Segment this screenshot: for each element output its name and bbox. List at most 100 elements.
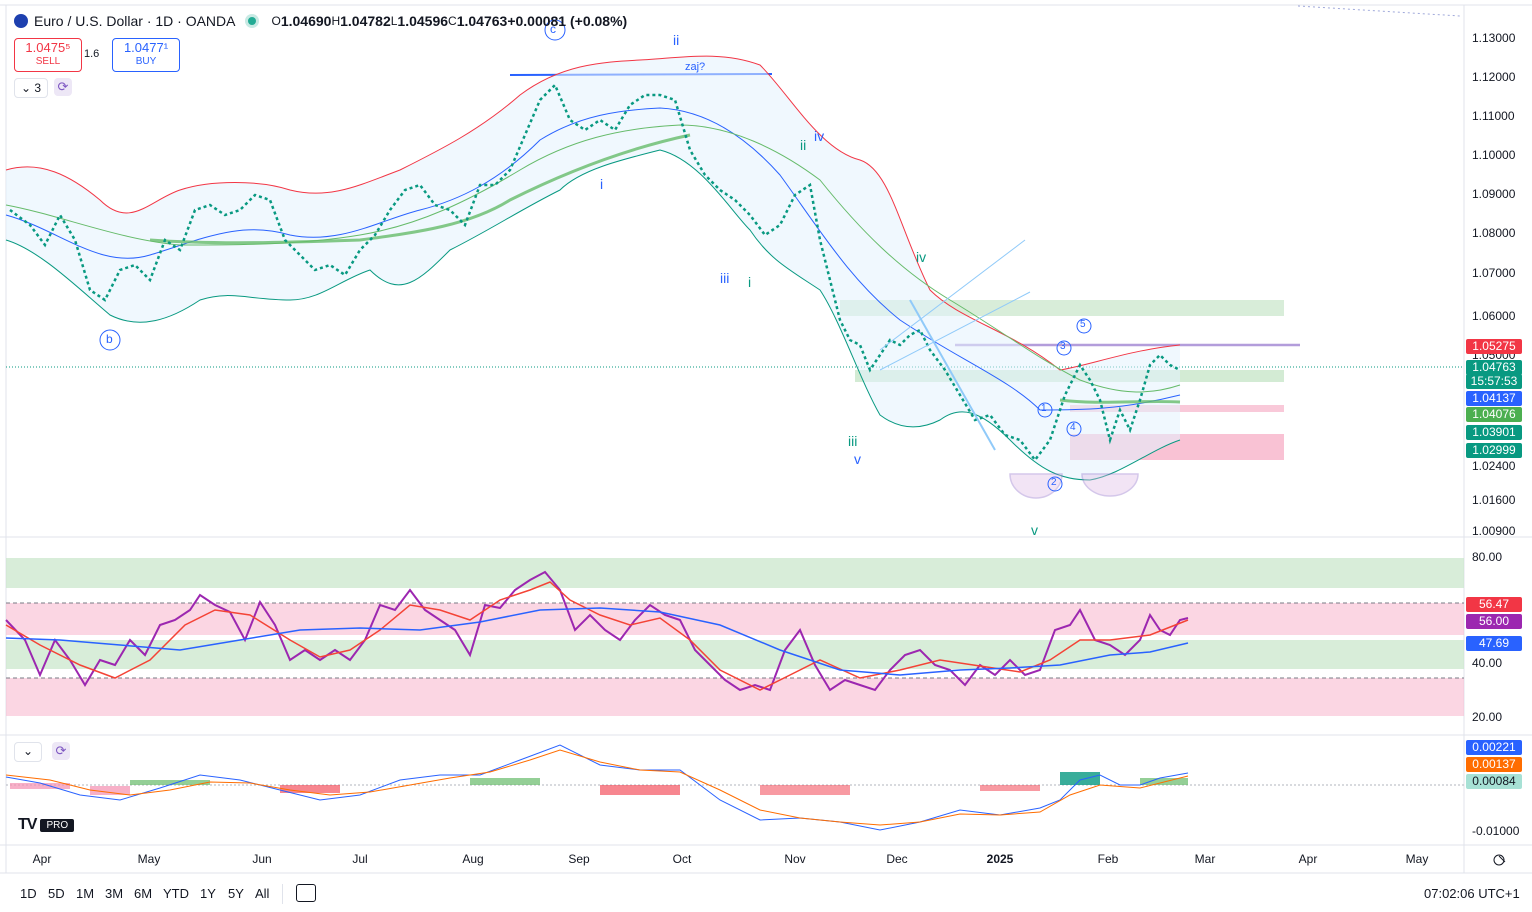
- settings-gear: [1493, 854, 1505, 866]
- time-axis-label: 2025: [986, 852, 1014, 866]
- price-tick: 1.01600: [1472, 493, 1516, 507]
- rsi-signal: [5, 581, 1189, 691]
- price-label: 1.04137: [1466, 391, 1522, 406]
- price-label: 1.03901: [1466, 425, 1522, 440]
- symbol-title[interactable]: Euro / U.S. Dollar · 1D · OANDA: [34, 13, 236, 29]
- price-tick: 1.08000: [1472, 226, 1516, 240]
- wave-5-label: 5: [1080, 319, 1086, 330]
- time-axis-label: Apr: [1298, 852, 1318, 866]
- clock-display[interactable]: 07:02:06 UTC+1: [1424, 886, 1520, 901]
- timeframe-button-1d[interactable]: 1D: [20, 886, 37, 901]
- refresh-icon[interactable]: ⟳: [54, 78, 72, 96]
- price-tick: 1.00900: [1472, 524, 1516, 538]
- wave-iv-nov-label: iv: [916, 249, 927, 265]
- wave-v-jan-label: v: [1031, 522, 1038, 538]
- timeframe-button-ytd[interactable]: YTD: [163, 886, 189, 901]
- price-label: 1.02999: [1466, 443, 1522, 458]
- spread-value: 1.6: [84, 48, 100, 60]
- rsi-upper-green-zone: [6, 558, 1464, 588]
- wave-b-label: b: [106, 332, 113, 346]
- rsi-label: 56.00: [1466, 614, 1522, 629]
- macd-collapse-toggle[interactable]: ⌄: [14, 742, 42, 762]
- wave-c-label: c: [550, 22, 556, 36]
- pro-badge: PRO: [40, 818, 75, 832]
- buy-label: BUY: [135, 56, 157, 67]
- ma-green-recent: [1059, 398, 1181, 404]
- buy-button[interactable]: 1.0477¹ BUY: [112, 38, 180, 72]
- wave-3-label: 3: [1060, 341, 1066, 352]
- wave-i-oct-label: i: [748, 274, 752, 290]
- timeframe-button-1y[interactable]: 1Y: [200, 886, 216, 901]
- refresh-icon[interactable]: ⟳: [52, 742, 70, 760]
- market-open-indicator: [247, 17, 256, 25]
- wave-ii-oct-label: ii: [800, 137, 807, 153]
- price-tick: 1.07000: [1472, 266, 1516, 280]
- tradingview-logo: TV PRO: [18, 816, 75, 833]
- tv-logo-icon: TV: [18, 816, 37, 833]
- price-label: 1.04763: [1466, 360, 1522, 375]
- price-label: 1.05275: [1466, 339, 1522, 354]
- sell-button[interactable]: 1.0475⁵ SELL: [14, 38, 82, 72]
- ma-blue: [5, 107, 1181, 411]
- symbol-legend[interactable]: Euro / U.S. Dollar · 1D · OANDA O 1.04690…: [14, 10, 627, 32]
- time-axis-label: Oct: [672, 852, 692, 866]
- timeframe-button-1m[interactable]: 1M: [76, 886, 95, 901]
- price-tick: 1.02400: [1472, 459, 1516, 473]
- chevron-down-icon: ⌄: [22, 744, 34, 758]
- time-axis-label: Aug: [462, 852, 484, 866]
- macd-label: 0.00221: [1466, 740, 1522, 755]
- macd-histogram: [10, 772, 1188, 795]
- buy-price: 1.0477¹: [123, 40, 169, 55]
- time-axis-label: Jul: [352, 852, 368, 866]
- time-axis-label: Dec: [886, 852, 908, 866]
- timeframe-button-5d[interactable]: 5D: [48, 886, 65, 901]
- bollinger-upper: [5, 55, 1181, 371]
- timeframe-button-5y[interactable]: 5Y: [228, 886, 244, 901]
- price-tick: 1.11000: [1472, 109, 1515, 123]
- wave-ii-top-label: ii: [673, 32, 680, 48]
- wave-iii-nov-label: iii: [848, 433, 858, 449]
- timeframe-button-3m[interactable]: 3M: [105, 886, 124, 901]
- price-tick: 1.06000: [1472, 309, 1516, 323]
- rsi-tick: 80.00: [1472, 550, 1503, 564]
- macd-label: 0.00084: [1466, 774, 1522, 789]
- wave-v-nov-label: v: [854, 451, 861, 467]
- bollinger-lower: [5, 149, 1181, 481]
- sell-label: SELL: [35, 56, 61, 67]
- close-value: 1.04763: [456, 13, 508, 29]
- rsi-ma: [5, 607, 1189, 676]
- wave-iv-oct-label: iv: [814, 128, 825, 144]
- bottom-arc-2: [1081, 473, 1139, 497]
- calendar-range-icon[interactable]: [296, 884, 316, 902]
- time-axis-label: Mar: [1194, 852, 1216, 866]
- dotted-top-line: [1297, 5, 1461, 17]
- macd-line: [5, 744, 1189, 831]
- zaj-label: zaj?: [685, 61, 706, 73]
- indicators-toggle[interactable]: ⌄ 3: [14, 78, 48, 98]
- timeframe-button-6m[interactable]: 6M: [134, 886, 153, 901]
- time-axis-label: Jun: [252, 852, 272, 866]
- time-axis-label: Feb: [1097, 852, 1119, 866]
- timeframe-button-all[interactable]: All: [255, 886, 270, 901]
- price-tick: 1.12000: [1472, 70, 1516, 84]
- wave-iii-oct-label: iii: [720, 270, 730, 286]
- price-tick: 1.09000: [1472, 187, 1516, 201]
- time-axis-label: Nov: [784, 852, 806, 866]
- wave-1-label: 1: [1041, 403, 1047, 414]
- ma-green-thin: [5, 124, 1181, 393]
- open-label: O: [271, 14, 281, 28]
- rsi-tick: 20.00: [1472, 710, 1503, 724]
- macd-tick: -0.01000: [1472, 824, 1520, 838]
- chevron-down-icon: ⌄: [20, 81, 32, 95]
- wave-2-label: 2: [1051, 477, 1057, 488]
- close-label: C: [448, 14, 457, 28]
- time-axis-label: May: [137, 852, 161, 866]
- signal-line: [5, 749, 1189, 826]
- rsi-lower-red-zone: [6, 678, 1464, 716]
- indicators-count: 3: [34, 81, 42, 95]
- time-axis-label: May: [1405, 852, 1429, 866]
- rsi-red-zone: [6, 603, 1464, 635]
- high-label: H: [331, 14, 341, 28]
- low-value: 1.04596: [397, 13, 449, 29]
